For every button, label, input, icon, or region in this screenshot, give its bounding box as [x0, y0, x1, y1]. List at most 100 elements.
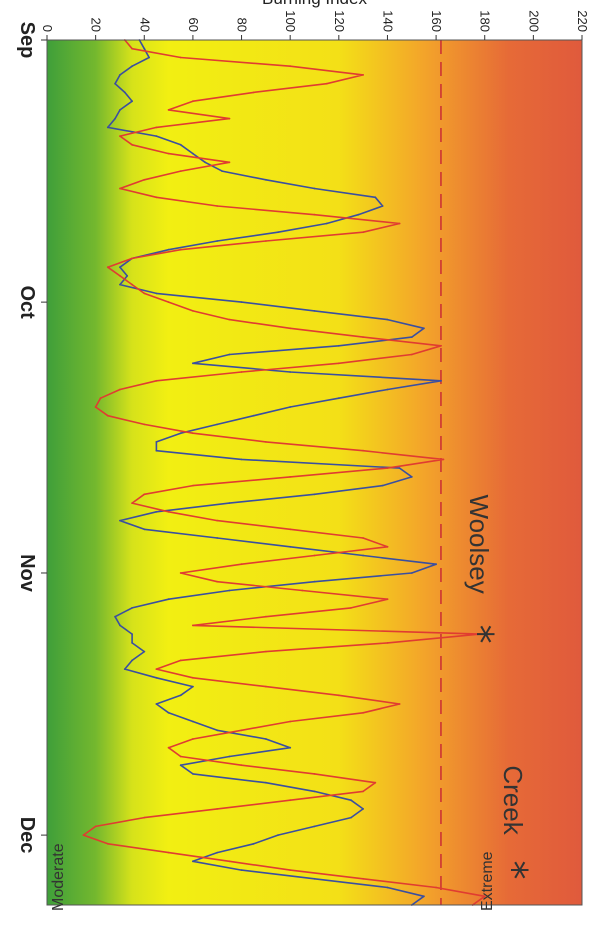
series-point-1 [106, 842, 109, 845]
series-point-0 [191, 685, 194, 688]
y-tick-label: 20 [89, 18, 104, 32]
series-point-1 [264, 240, 267, 242]
series-point-0 [179, 694, 182, 697]
series-point-1 [131, 47, 133, 50]
series-point-1 [289, 528, 292, 531]
series-point-1 [155, 196, 158, 199]
series-point-1 [143, 178, 146, 181]
series-point-0 [119, 283, 121, 286]
series-point-0 [148, 56, 150, 59]
y-tick-label: 80 [235, 18, 250, 32]
series-point-1 [119, 135, 121, 138]
series-point-1 [131, 502, 133, 505]
plot-frame [46, 39, 583, 906]
series-point-1 [313, 554, 316, 557]
series-point-1 [216, 205, 219, 207]
series-point-1 [143, 423, 146, 426]
series-point-1 [440, 344, 442, 347]
series-point-0 [313, 877, 316, 880]
series-point-1 [362, 449, 364, 452]
series-point-0 [386, 886, 389, 889]
series-point-1 [478, 633, 481, 635]
series-point-1 [216, 519, 219, 522]
series-point-1 [264, 615, 267, 618]
series-point-0 [228, 502, 231, 505]
series-point-1 [228, 860, 231, 863]
series-point-0 [228, 755, 231, 758]
series-point-0 [435, 563, 437, 566]
series-point-1 [240, 764, 243, 767]
series-point-0 [221, 170, 223, 173]
series-point-0 [374, 196, 377, 199]
series-point-0 [350, 816, 352, 819]
series-point-0 [410, 572, 413, 574]
series-point-1 [289, 476, 292, 478]
fire-marker-woolsey: * [457, 625, 501, 644]
series-point-1 [435, 886, 437, 889]
series-point-1 [313, 213, 316, 216]
y-tick-label: 40 [137, 18, 152, 32]
series-point-1 [191, 624, 194, 627]
series-point-0 [264, 178, 267, 181]
series-point-0 [350, 799, 352, 802]
series-point-1 [131, 283, 133, 286]
series-point-0 [357, 213, 360, 216]
series-point-1 [131, 257, 133, 260]
series-point-1 [228, 161, 231, 164]
series-point-1 [337, 694, 340, 697]
series-point-1 [398, 222, 401, 225]
series-point-0 [240, 869, 243, 871]
series-point-0 [240, 301, 243, 304]
series-point-0 [313, 825, 316, 828]
series-point-1 [167, 851, 170, 854]
fire-label-creek: Creek [498, 765, 528, 835]
series-point-1 [94, 406, 97, 408]
series-point-1 [386, 545, 389, 548]
series-point-1 [143, 816, 146, 819]
series-point-1 [106, 266, 109, 269]
series-point-0 [131, 642, 133, 644]
series-point-1 [216, 808, 219, 810]
series-point-1 [179, 56, 182, 59]
series-point-0 [277, 834, 279, 836]
series-point-1 [99, 397, 102, 400]
series-point-0 [191, 860, 194, 863]
series-point-0 [123, 91, 126, 94]
series-point-1 [179, 755, 182, 758]
series-point-0 [386, 388, 389, 391]
series-point-1 [143, 493, 146, 496]
series-point-0 [106, 126, 109, 129]
series-point-1 [143, 292, 146, 295]
series-point-1 [264, 650, 267, 653]
series-point-1 [167, 109, 170, 111]
series-point-0 [228, 353, 231, 356]
series-point-1 [167, 510, 170, 513]
series-point-1 [191, 738, 194, 740]
band-label-bottom: Moderate [50, 843, 67, 911]
series-point-0 [422, 327, 425, 330]
series-point-0 [119, 519, 121, 522]
y-tick-label: 220 [575, 10, 590, 32]
series-point-0 [313, 580, 316, 583]
series-point-0 [381, 484, 384, 487]
series-point-1 [179, 248, 182, 251]
series-point-1 [94, 825, 97, 828]
x-tick-label: Dec [16, 817, 38, 854]
series-point-0 [240, 458, 243, 461]
series-point-1 [155, 126, 158, 129]
series-point-1 [82, 834, 85, 836]
y-tick-label: 140 [380, 10, 395, 32]
series-point-1 [228, 117, 231, 120]
series-point-0 [191, 720, 194, 723]
series-point-1 [362, 877, 364, 880]
series-point-0 [289, 746, 292, 749]
series-point-0 [155, 292, 158, 295]
series-point-0 [155, 676, 158, 679]
series-point-1 [119, 275, 121, 277]
band-label-top: Extreme [479, 851, 496, 911]
series-point-0 [422, 895, 425, 898]
series-point-0 [289, 371, 292, 373]
series-point-1 [398, 703, 401, 705]
series-point-1 [216, 580, 219, 583]
series-point-0 [410, 476, 413, 478]
